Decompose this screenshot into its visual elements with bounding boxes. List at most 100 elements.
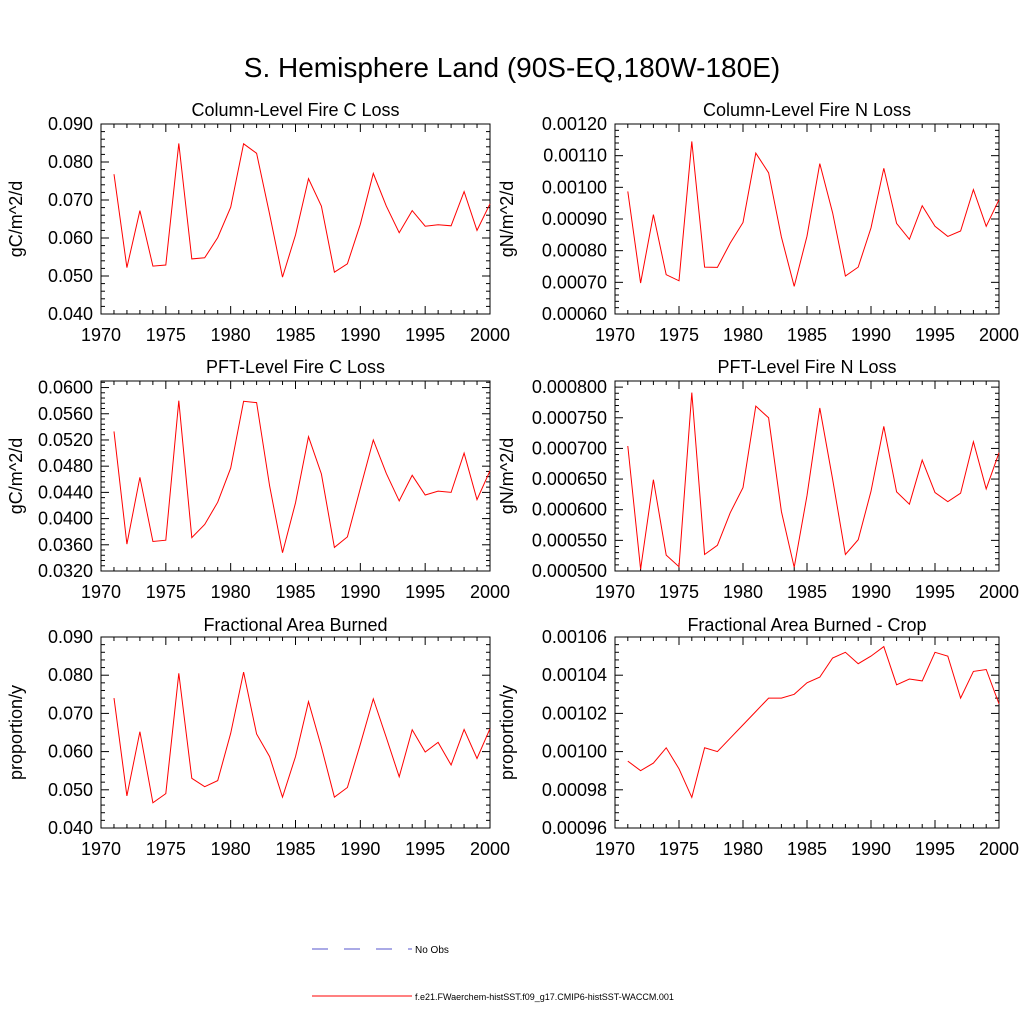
x-tick-label: 1985 xyxy=(275,582,315,602)
x-tick-label: 2000 xyxy=(470,582,510,602)
x-tick-label: 1995 xyxy=(405,582,445,602)
series-line xyxy=(113,671,491,804)
x-tick-label: 1990 xyxy=(340,325,380,345)
y-tick-label: 0.00106 xyxy=(542,627,607,647)
x-tick-label: 1990 xyxy=(851,582,891,602)
x-tick-label: 1970 xyxy=(595,325,635,345)
x-tick-label: 1980 xyxy=(211,839,251,859)
x-tick-label: 1970 xyxy=(81,839,121,859)
plot-frame xyxy=(100,380,491,572)
chart-panel: 1970 1975 1980 1985 1990 1995 2000 0.040 0.050 0.… xyxy=(6,615,510,859)
y-axis-label: gN/m^2/d xyxy=(497,181,517,257)
y-axis-label: gC/m^2/d xyxy=(6,181,26,257)
y-tick-label: 0.00090 xyxy=(542,209,607,229)
x-tick-label: 1980 xyxy=(723,582,763,602)
y-axis-label: proportion/y xyxy=(6,685,26,780)
x-tick-label: 1995 xyxy=(915,582,955,602)
y-tick-label: 0.000650 xyxy=(532,469,607,489)
y-tick-label: 0.000500 xyxy=(532,561,607,581)
x-tick-label: 1975 xyxy=(659,839,699,859)
y-tick-label: 0.00080 xyxy=(542,241,607,261)
y-tick-label: 0.00096 xyxy=(542,818,607,838)
y-tick-label: 0.050 xyxy=(48,780,93,800)
x-tick-label: 1970 xyxy=(81,582,121,602)
x-tick-label: 2000 xyxy=(979,582,1019,602)
panel-grid: 1970 1975 1980 1985 1990 1995 2000 0.040 0.050 0.… xyxy=(6,100,1019,859)
y-tick-label: 0.0600 xyxy=(38,378,93,398)
y-tick-label: 0.00100 xyxy=(542,742,607,762)
x-tick-label: 1970 xyxy=(595,582,635,602)
y-tick-label: 0.000550 xyxy=(532,530,607,550)
y-tick-label: 0.0360 xyxy=(38,535,93,555)
y-tick-label: 0.080 xyxy=(48,152,93,172)
x-tick-label: 1975 xyxy=(659,582,699,602)
y-tick-label: 0.060 xyxy=(48,742,93,762)
y-axis-label: proportion/y xyxy=(497,685,517,780)
chart-panel: 1970 1975 1980 1985 1990 1995 2000 0.00096 0.000… xyxy=(497,615,1019,859)
chart-panel: 1970 1975 1980 1985 1990 1995 2000 0.000500 0.00… xyxy=(497,357,1019,602)
y-tick-label: 0.070 xyxy=(48,703,93,723)
y-tick-label: 0.050 xyxy=(48,266,93,286)
panel-title: Fractional Area Burned xyxy=(203,615,387,635)
legend-obs-label: No Obs xyxy=(415,945,449,956)
x-tick-label: 1970 xyxy=(81,325,121,345)
x-tick-label: 1990 xyxy=(851,839,891,859)
y-tick-label: 0.040 xyxy=(48,304,93,324)
y-tick-label: 0.000750 xyxy=(532,408,607,428)
series-line xyxy=(627,141,1000,287)
x-tick-label: 1975 xyxy=(659,325,699,345)
x-tick-label: 2000 xyxy=(979,839,1019,859)
y-tick-label: 0.090 xyxy=(48,627,93,647)
panel-title: PFT-Level Fire C Loss xyxy=(206,357,385,377)
x-tick-label: 1995 xyxy=(915,839,955,859)
panel-title: Fractional Area Burned - Crop xyxy=(687,615,926,635)
legend: No Obs f.e21.FWaerchem-histSST.f09_g17.C… xyxy=(312,945,674,1002)
y-tick-label: 0.00102 xyxy=(542,703,607,723)
x-tick-label: 1990 xyxy=(340,839,380,859)
x-tick-label: 2000 xyxy=(470,839,510,859)
x-tick-label: 1990 xyxy=(851,325,891,345)
x-tick-label: 1985 xyxy=(275,325,315,345)
y-tick-label: 0.00110 xyxy=(543,146,607,166)
series-line xyxy=(627,392,1000,570)
x-tick-label: 1985 xyxy=(787,839,827,859)
y-tick-label: 0.0400 xyxy=(38,509,93,529)
plot-frame xyxy=(614,380,1000,572)
y-tick-label: 0.0480 xyxy=(38,456,93,476)
chart-panel: 1970 1975 1980 1985 1990 1995 2000 0.00060 0.000… xyxy=(497,100,1019,345)
x-tick-label: 1975 xyxy=(146,582,186,602)
y-axis-label: gN/m^2/d xyxy=(497,438,517,514)
legend-model-label: f.e21.FWaerchem-histSST.f09_g17.CMIP6-hi… xyxy=(415,992,674,1002)
y-tick-label: 0.00060 xyxy=(542,304,607,324)
y-tick-label: 0.00104 xyxy=(542,665,607,685)
plot-frame xyxy=(614,123,1000,315)
x-tick-label: 1970 xyxy=(595,839,635,859)
panel-title: Column-Level Fire N Loss xyxy=(703,100,911,120)
y-tick-label: 0.070 xyxy=(48,190,93,210)
main-title: S. Hemisphere Land (90S-EQ,180W-180E) xyxy=(244,52,780,83)
y-tick-label: 0.00100 xyxy=(542,177,607,197)
x-tick-label: 2000 xyxy=(470,325,510,345)
x-tick-label: 1975 xyxy=(146,325,186,345)
y-tick-label: 0.000800 xyxy=(532,377,607,397)
x-tick-label: 1995 xyxy=(405,839,445,859)
x-tick-label: 1990 xyxy=(340,582,380,602)
x-tick-label: 1995 xyxy=(915,325,955,345)
series-line xyxy=(113,142,491,278)
y-tick-label: 0.0440 xyxy=(38,482,93,502)
panel-title: PFT-Level Fire N Loss xyxy=(717,357,896,377)
chart-panel: 1970 1975 1980 1985 1990 1995 2000 0.040 0.050 0.… xyxy=(6,100,510,345)
y-tick-label: 0.090 xyxy=(48,114,93,134)
x-tick-label: 1980 xyxy=(211,582,251,602)
x-tick-label: 1985 xyxy=(787,325,827,345)
x-tick-label: 1985 xyxy=(787,582,827,602)
y-tick-label: 0.0320 xyxy=(38,561,93,581)
panel-title: Column-Level Fire C Loss xyxy=(191,100,399,120)
x-tick-label: 1980 xyxy=(723,325,763,345)
plot-frame xyxy=(614,636,1000,829)
y-tick-label: 0.0520 xyxy=(38,430,93,450)
y-tick-label: 0.040 xyxy=(48,818,93,838)
x-tick-label: 1985 xyxy=(275,839,315,859)
series-line xyxy=(113,400,491,553)
